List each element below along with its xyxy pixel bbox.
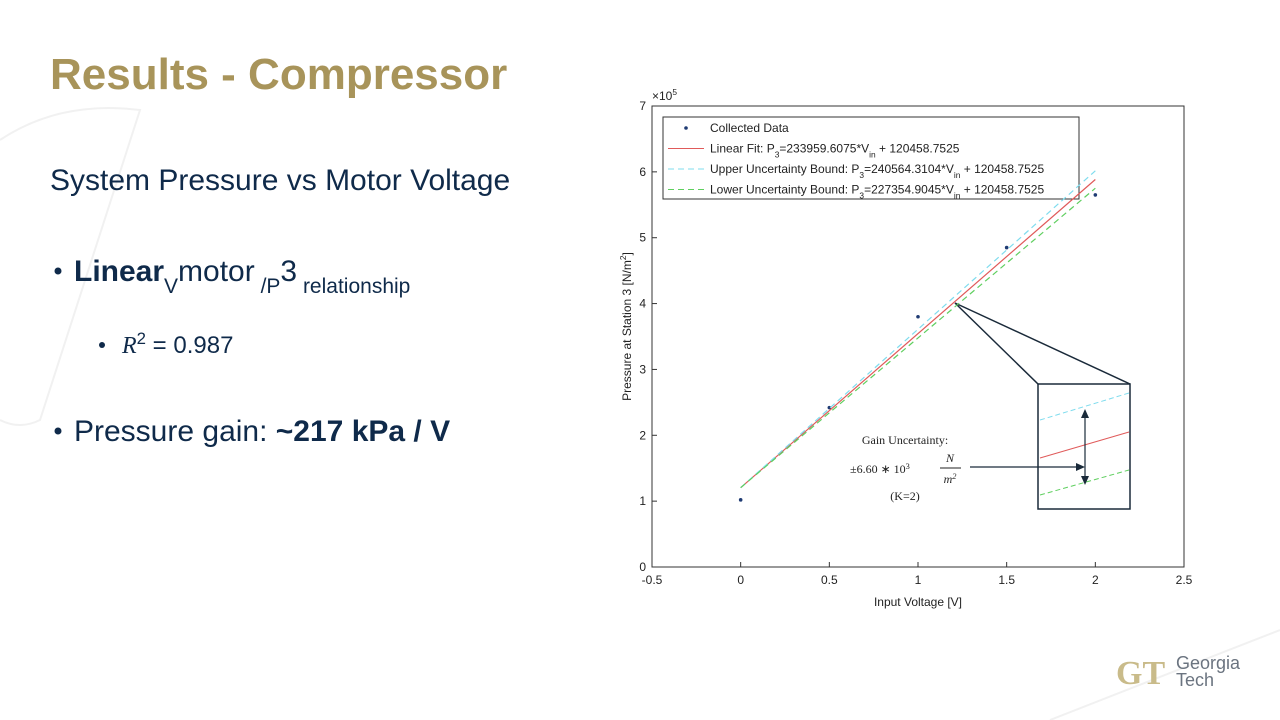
text-part: =227354.9045*V	[864, 183, 954, 197]
text-part: 3	[859, 170, 864, 180]
x-tick-label: 1	[915, 573, 922, 587]
annotation: m2	[944, 472, 957, 487]
annotation: Gain Uncertainty:	[862, 433, 948, 447]
text-part: in	[954, 170, 961, 180]
text-part: 3	[859, 191, 864, 201]
text-part: ×10	[652, 89, 673, 103]
y-axis-label: Pressure at Station 3 [N/m2]	[618, 252, 634, 401]
text-part: m	[944, 472, 953, 486]
legend-label: Collected Data	[710, 121, 789, 135]
data-point	[1004, 245, 1009, 250]
zoom-line	[954, 302, 1039, 385]
text-part: = 0.987	[146, 332, 233, 359]
text-part: 2	[137, 329, 146, 348]
y-tick-label: 7	[639, 99, 646, 113]
fit-line	[740, 187, 1096, 489]
text-part: relationship	[297, 275, 410, 298]
x-tick-label: 2	[1092, 573, 1099, 587]
y-tick-label: 5	[639, 231, 646, 245]
y-tick-label: 2	[639, 428, 646, 442]
arrow-head	[1081, 409, 1089, 485]
slide-title: Results - Compressor	[50, 50, 507, 99]
y-tick-label: 0	[639, 560, 646, 574]
text-part: in	[869, 150, 876, 160]
y-tick-label: 3	[639, 362, 646, 376]
x-tick-label: -0.5	[642, 573, 663, 587]
y-tick-label: 4	[639, 297, 646, 311]
x-axis-label: Input Voltage [V]	[874, 595, 962, 609]
text-part: 3	[906, 462, 910, 471]
text-part: Linear Fit: P	[710, 142, 775, 156]
logo-text: Georgia	[1176, 653, 1241, 673]
text-part: /P	[255, 275, 281, 298]
subtitle: System Pressure vs Motor Voltage	[50, 164, 510, 197]
text-part: Linear	[74, 255, 164, 288]
x-tick-label: 1.5	[998, 573, 1015, 587]
text-part: V	[164, 275, 178, 298]
annotation: ±6.60 ∗ 103	[850, 462, 910, 477]
axis-multiplier: ×105	[652, 87, 677, 103]
bullet	[54, 267, 62, 275]
text-part: 3	[775, 150, 780, 160]
text-part: motor	[178, 255, 255, 288]
decoration	[1049, 629, 1280, 720]
text-part: + 120458.7525	[876, 142, 960, 156]
x-tick-label: 0	[737, 573, 744, 587]
x-tick-label: 0.5	[821, 573, 838, 587]
data-point	[1093, 193, 1098, 197]
zoom-line	[954, 302, 1131, 385]
legend-marker	[684, 126, 688, 130]
text-part: =233959.6075*V	[779, 142, 869, 156]
logo-mark: GT	[1116, 655, 1165, 692]
x-tick-label: 2.5	[1176, 573, 1193, 587]
data-point	[916, 314, 920, 319]
text-part: 2	[618, 255, 628, 260]
text-part: + 120458.7525	[960, 183, 1044, 197]
decoration	[0, 107, 142, 426]
text-part: 3	[280, 255, 297, 288]
annotation: (K=2)	[890, 489, 919, 503]
legend-label: Upper Uncertainty Bound: P3=240564.3104*…	[710, 162, 1044, 180]
text-part: + 120458.7525	[960, 162, 1044, 176]
bullet-text: LinearVmotor /P3 relationship	[74, 255, 410, 298]
text-part: ]	[620, 252, 634, 255]
text-part: Collected Data	[710, 121, 789, 135]
text-part: Lower Uncertainty Bound: P	[710, 183, 859, 197]
zoom-inset	[954, 302, 1131, 510]
bullet	[99, 342, 105, 348]
text-part: Pressure gain:	[74, 415, 276, 448]
bullet-text: Pressure gain: ~217 kPa / V	[74, 415, 450, 448]
text-part: =240564.3104*V	[864, 162, 954, 176]
y-tick-label: 6	[639, 165, 646, 179]
data-point	[827, 405, 832, 410]
legend	[662, 116, 1080, 200]
legend-label: Lower Uncertainty Bound: P3=227354.9045*…	[710, 183, 1044, 201]
text-part: ±6.60 ∗ 10	[850, 462, 906, 476]
annotation: N	[945, 451, 955, 465]
data-point	[738, 498, 743, 502]
text-part: Upper Uncertainty Bound: P	[710, 162, 859, 176]
text-part: R	[121, 333, 137, 359]
text-part: 2	[952, 472, 956, 481]
inset-box	[1037, 383, 1131, 510]
arrow-head	[1076, 463, 1085, 471]
y-tick-label: 1	[639, 494, 646, 508]
bullet-text: R2 = 0.987	[121, 329, 233, 360]
text-part: 5	[672, 87, 677, 97]
text-part: ~217 kPa / V	[276, 415, 450, 448]
text-part: in	[954, 191, 961, 201]
fit-line	[740, 179, 1096, 489]
bullet	[54, 427, 62, 435]
legend-label: Linear Fit: P3=233959.6075*Vin + 120458.…	[710, 142, 960, 160]
text-part: Pressure at Station 3 [N/m	[620, 260, 634, 401]
logo-text: Tech	[1176, 670, 1214, 690]
